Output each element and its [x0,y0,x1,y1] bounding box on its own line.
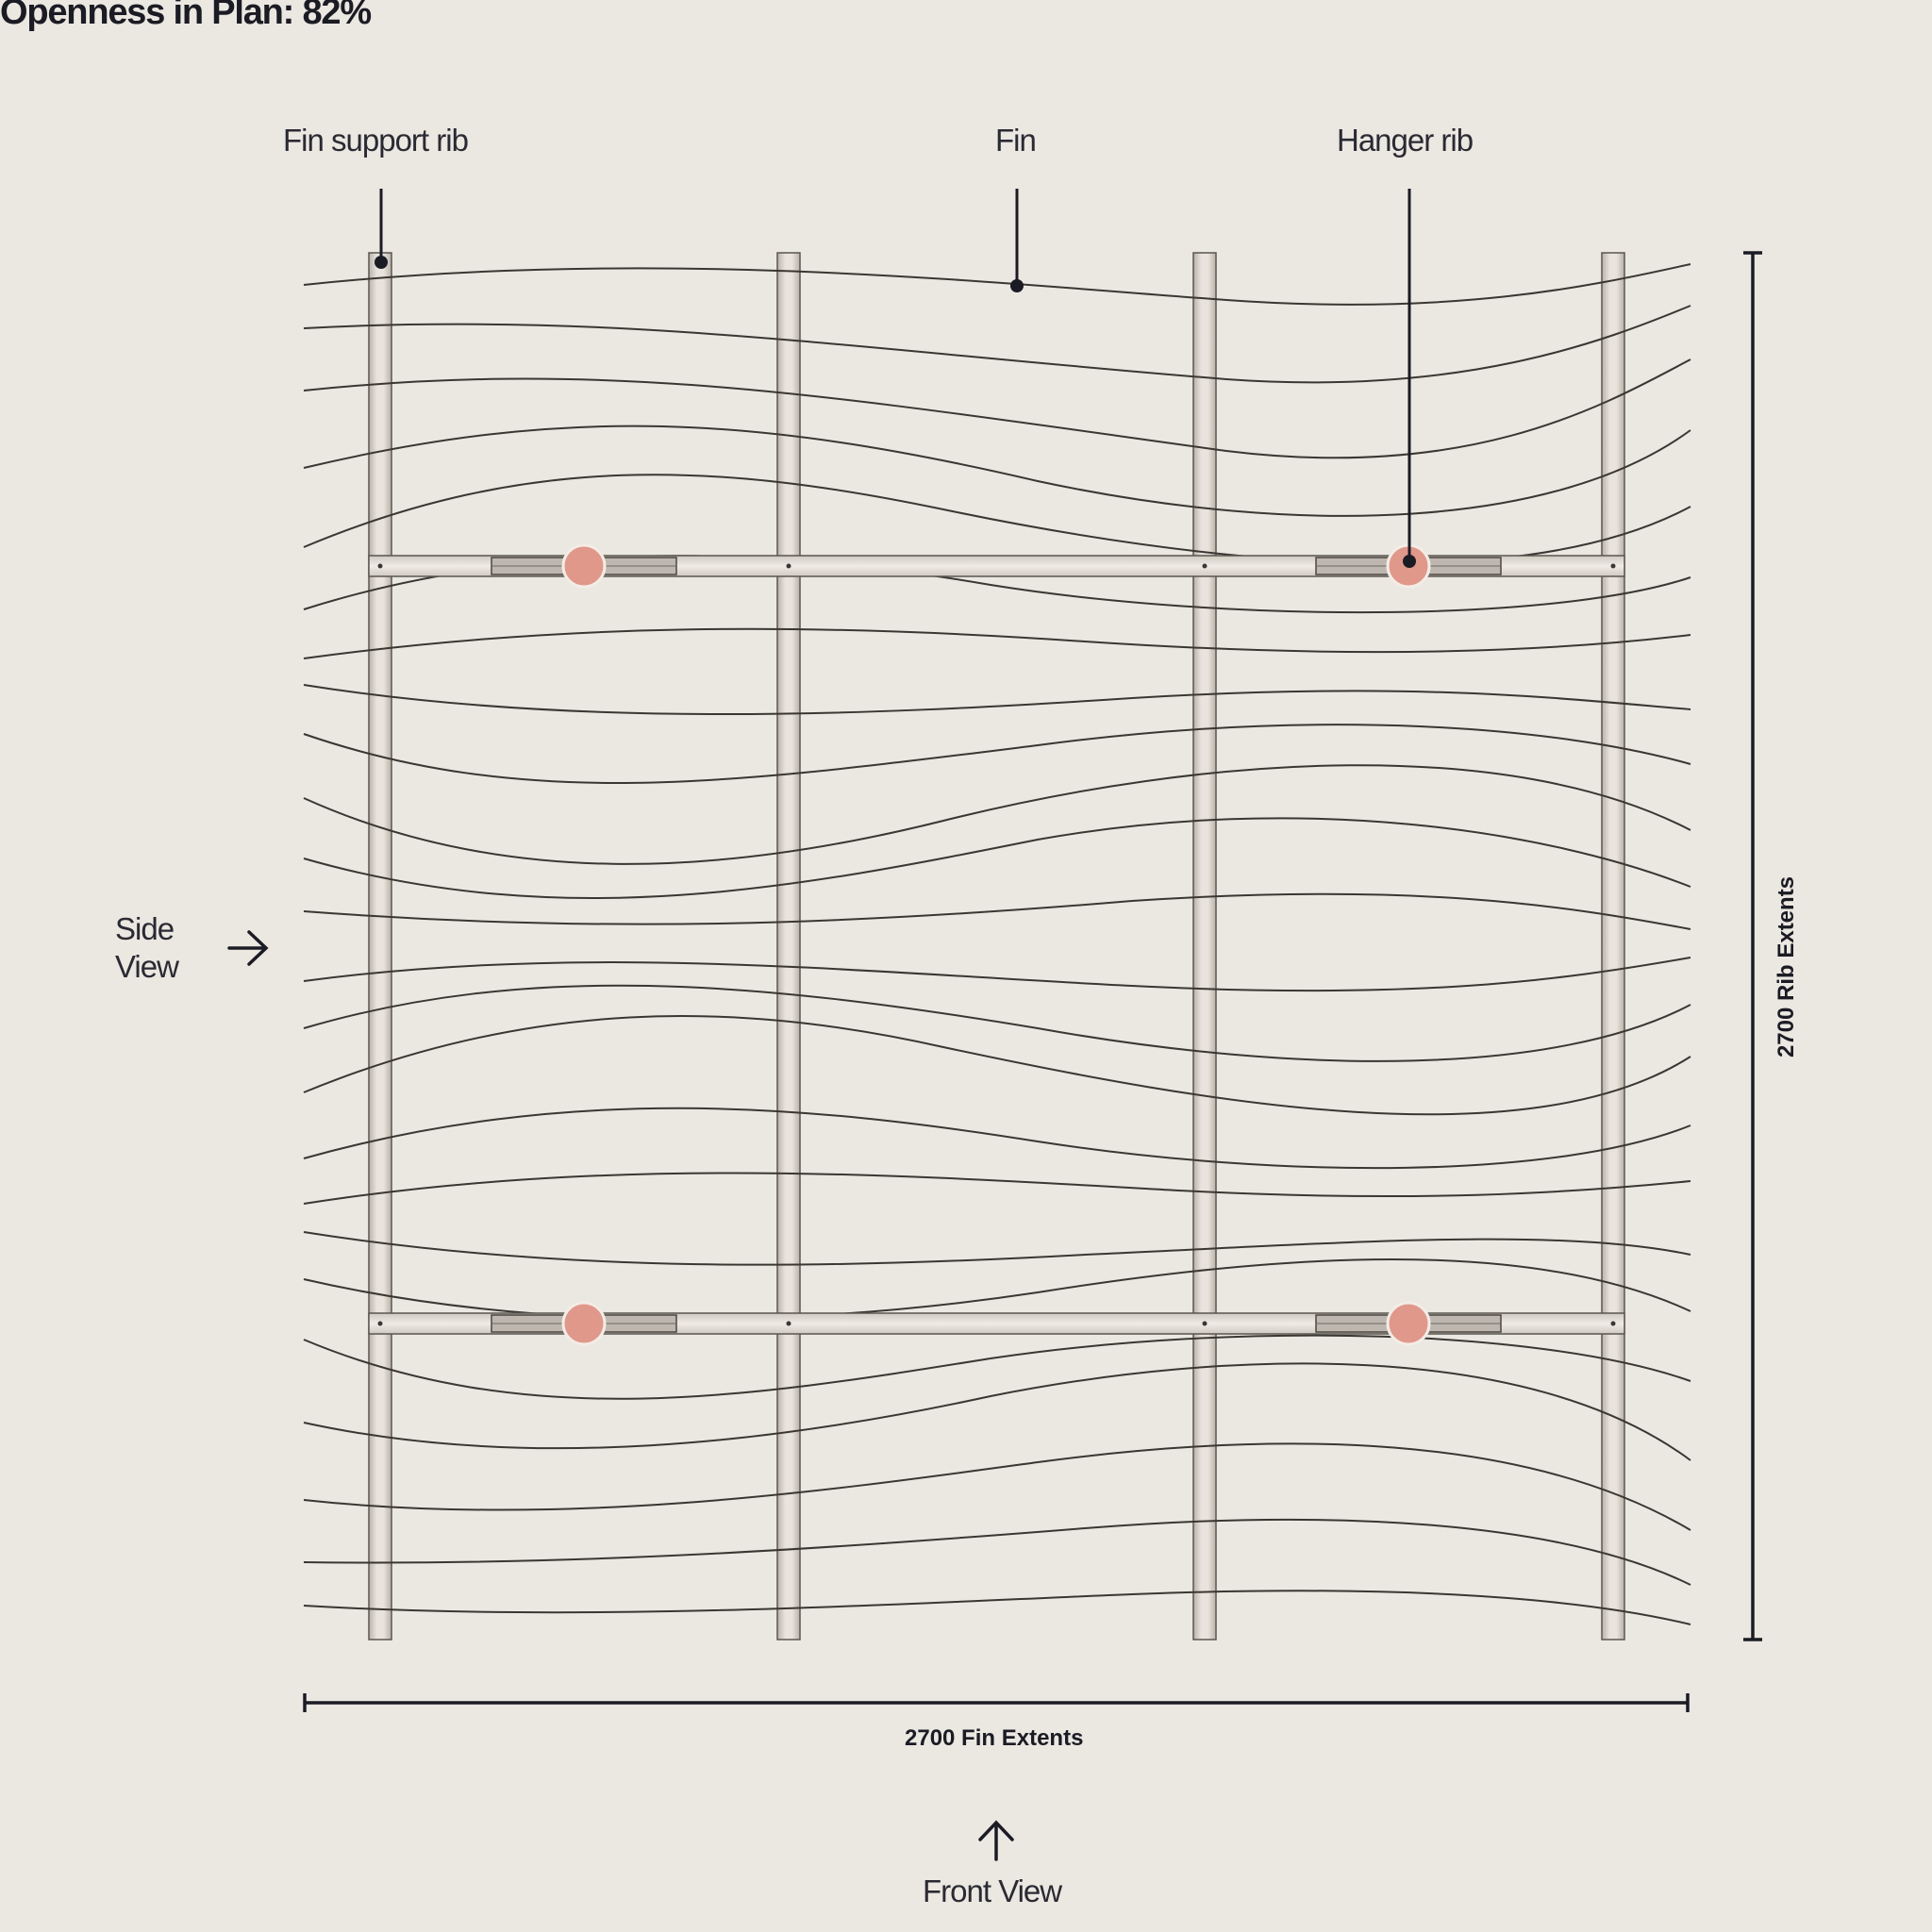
fin [303,1231,1691,1266]
hanger-ribs [368,543,1625,1346]
rib-bolt [786,1321,791,1326]
fin-support-rib [1192,252,1217,1641]
fin [303,817,1691,900]
fin [303,358,1691,459]
fin [303,1334,1691,1400]
hanger-point [561,1301,607,1346]
callout-leaders [375,189,1416,568]
fin-support-ribs [368,252,1625,1641]
fin [303,627,1691,659]
arrow-up-icon [978,1820,1014,1861]
fin [303,263,1691,306]
fin [303,724,1691,784]
fin [303,1015,1691,1116]
fin [303,892,1691,930]
page-title: Openness in Plan: 82% [0,0,372,32]
hanger-point [561,543,607,589]
fin [303,1107,1691,1170]
fin-support-rib [368,252,392,1641]
fin [303,984,1691,1062]
fin [303,1172,1691,1205]
leader-dot [1403,555,1416,568]
callout-fin-support-rib: Fin support rib [283,123,469,158]
front-view-label: Front View [923,1874,1062,1908]
fin [303,1518,1691,1586]
rib-bolt [1202,1321,1208,1326]
leader-dot [1010,279,1024,292]
side-view-line1: Side [115,911,175,946]
callout-hanger-rib: Hanger rib [1337,123,1474,158]
fins [303,263,1691,1625]
fin-support-rib [1601,252,1625,1641]
fin [303,1590,1691,1625]
fin [303,1442,1691,1531]
fin [303,957,1691,992]
fin-extents-dimension [303,1693,1690,1712]
fin [303,684,1691,715]
fin [303,764,1691,865]
callout-fin: Fin [995,123,1037,158]
fin [303,425,1691,517]
fin [303,474,1691,565]
fin [303,305,1691,384]
hanger-point [1386,1301,1431,1346]
hanger-rib [368,1312,1625,1335]
rib-extents-dimension [1743,251,1762,1641]
hanger-rib [368,555,1625,577]
rib-bolt [1202,563,1208,569]
arrow-right-icon [227,930,269,966]
rib-bolt [377,563,383,569]
rib-bolt [786,563,791,569]
rib-bolt [377,1321,383,1326]
rib-bolt [1610,1321,1616,1326]
side-view-line2: View [115,949,179,984]
side-view-label: Side View [115,910,179,986]
rib-bolt [1610,563,1616,569]
fin [303,1362,1691,1461]
leader-dot [375,256,388,269]
fin [303,1258,1691,1321]
fin-extents-label: 2700 Fin Extents [905,1725,1084,1751]
